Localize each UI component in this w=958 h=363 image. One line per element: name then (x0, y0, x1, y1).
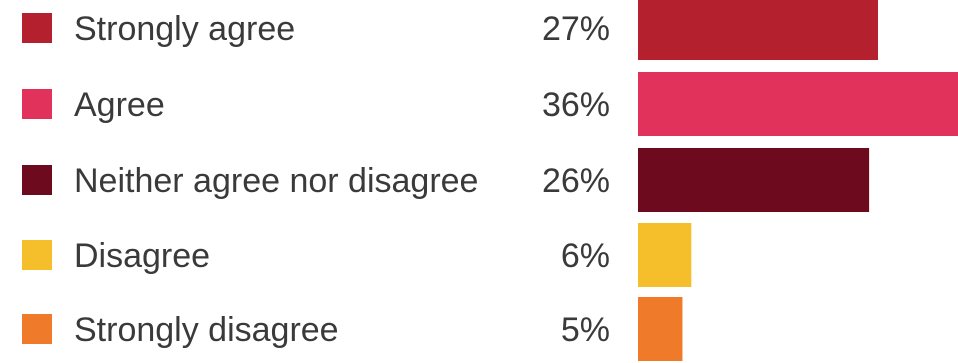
value-label: 36% (542, 86, 610, 124)
bar (638, 72, 958, 136)
chart-row: Neither agree nor disagree 26% (22, 148, 870, 212)
bar (638, 148, 870, 212)
chart-rows: Strongly agree 27% Agree 36% Neither agree n… (22, 0, 958, 361)
bar (638, 297, 683, 361)
legend-swatch (22, 13, 52, 43)
legend-swatch (22, 314, 52, 344)
bar (638, 223, 692, 287)
legend-swatch (22, 89, 52, 119)
category-label: Strongly disagree (74, 311, 339, 349)
chart-row: Disagree 6% (22, 223, 692, 287)
category-label: Agree (74, 86, 165, 124)
value-label: 6% (561, 237, 610, 275)
chart-row: Strongly disagree 5% (22, 297, 683, 361)
value-label: 5% (561, 311, 610, 349)
value-label: 26% (542, 162, 610, 200)
legend-swatch (22, 165, 52, 195)
chart-row: Strongly agree 27% (22, 0, 878, 60)
category-label: Strongly agree (74, 10, 295, 48)
category-label: Disagree (74, 237, 210, 275)
bar (638, 0, 878, 60)
legend-swatch (22, 240, 52, 270)
category-label: Neither agree nor disagree (74, 162, 478, 200)
value-label: 27% (542, 10, 610, 48)
chart-row: Agree 36% (22, 72, 958, 136)
